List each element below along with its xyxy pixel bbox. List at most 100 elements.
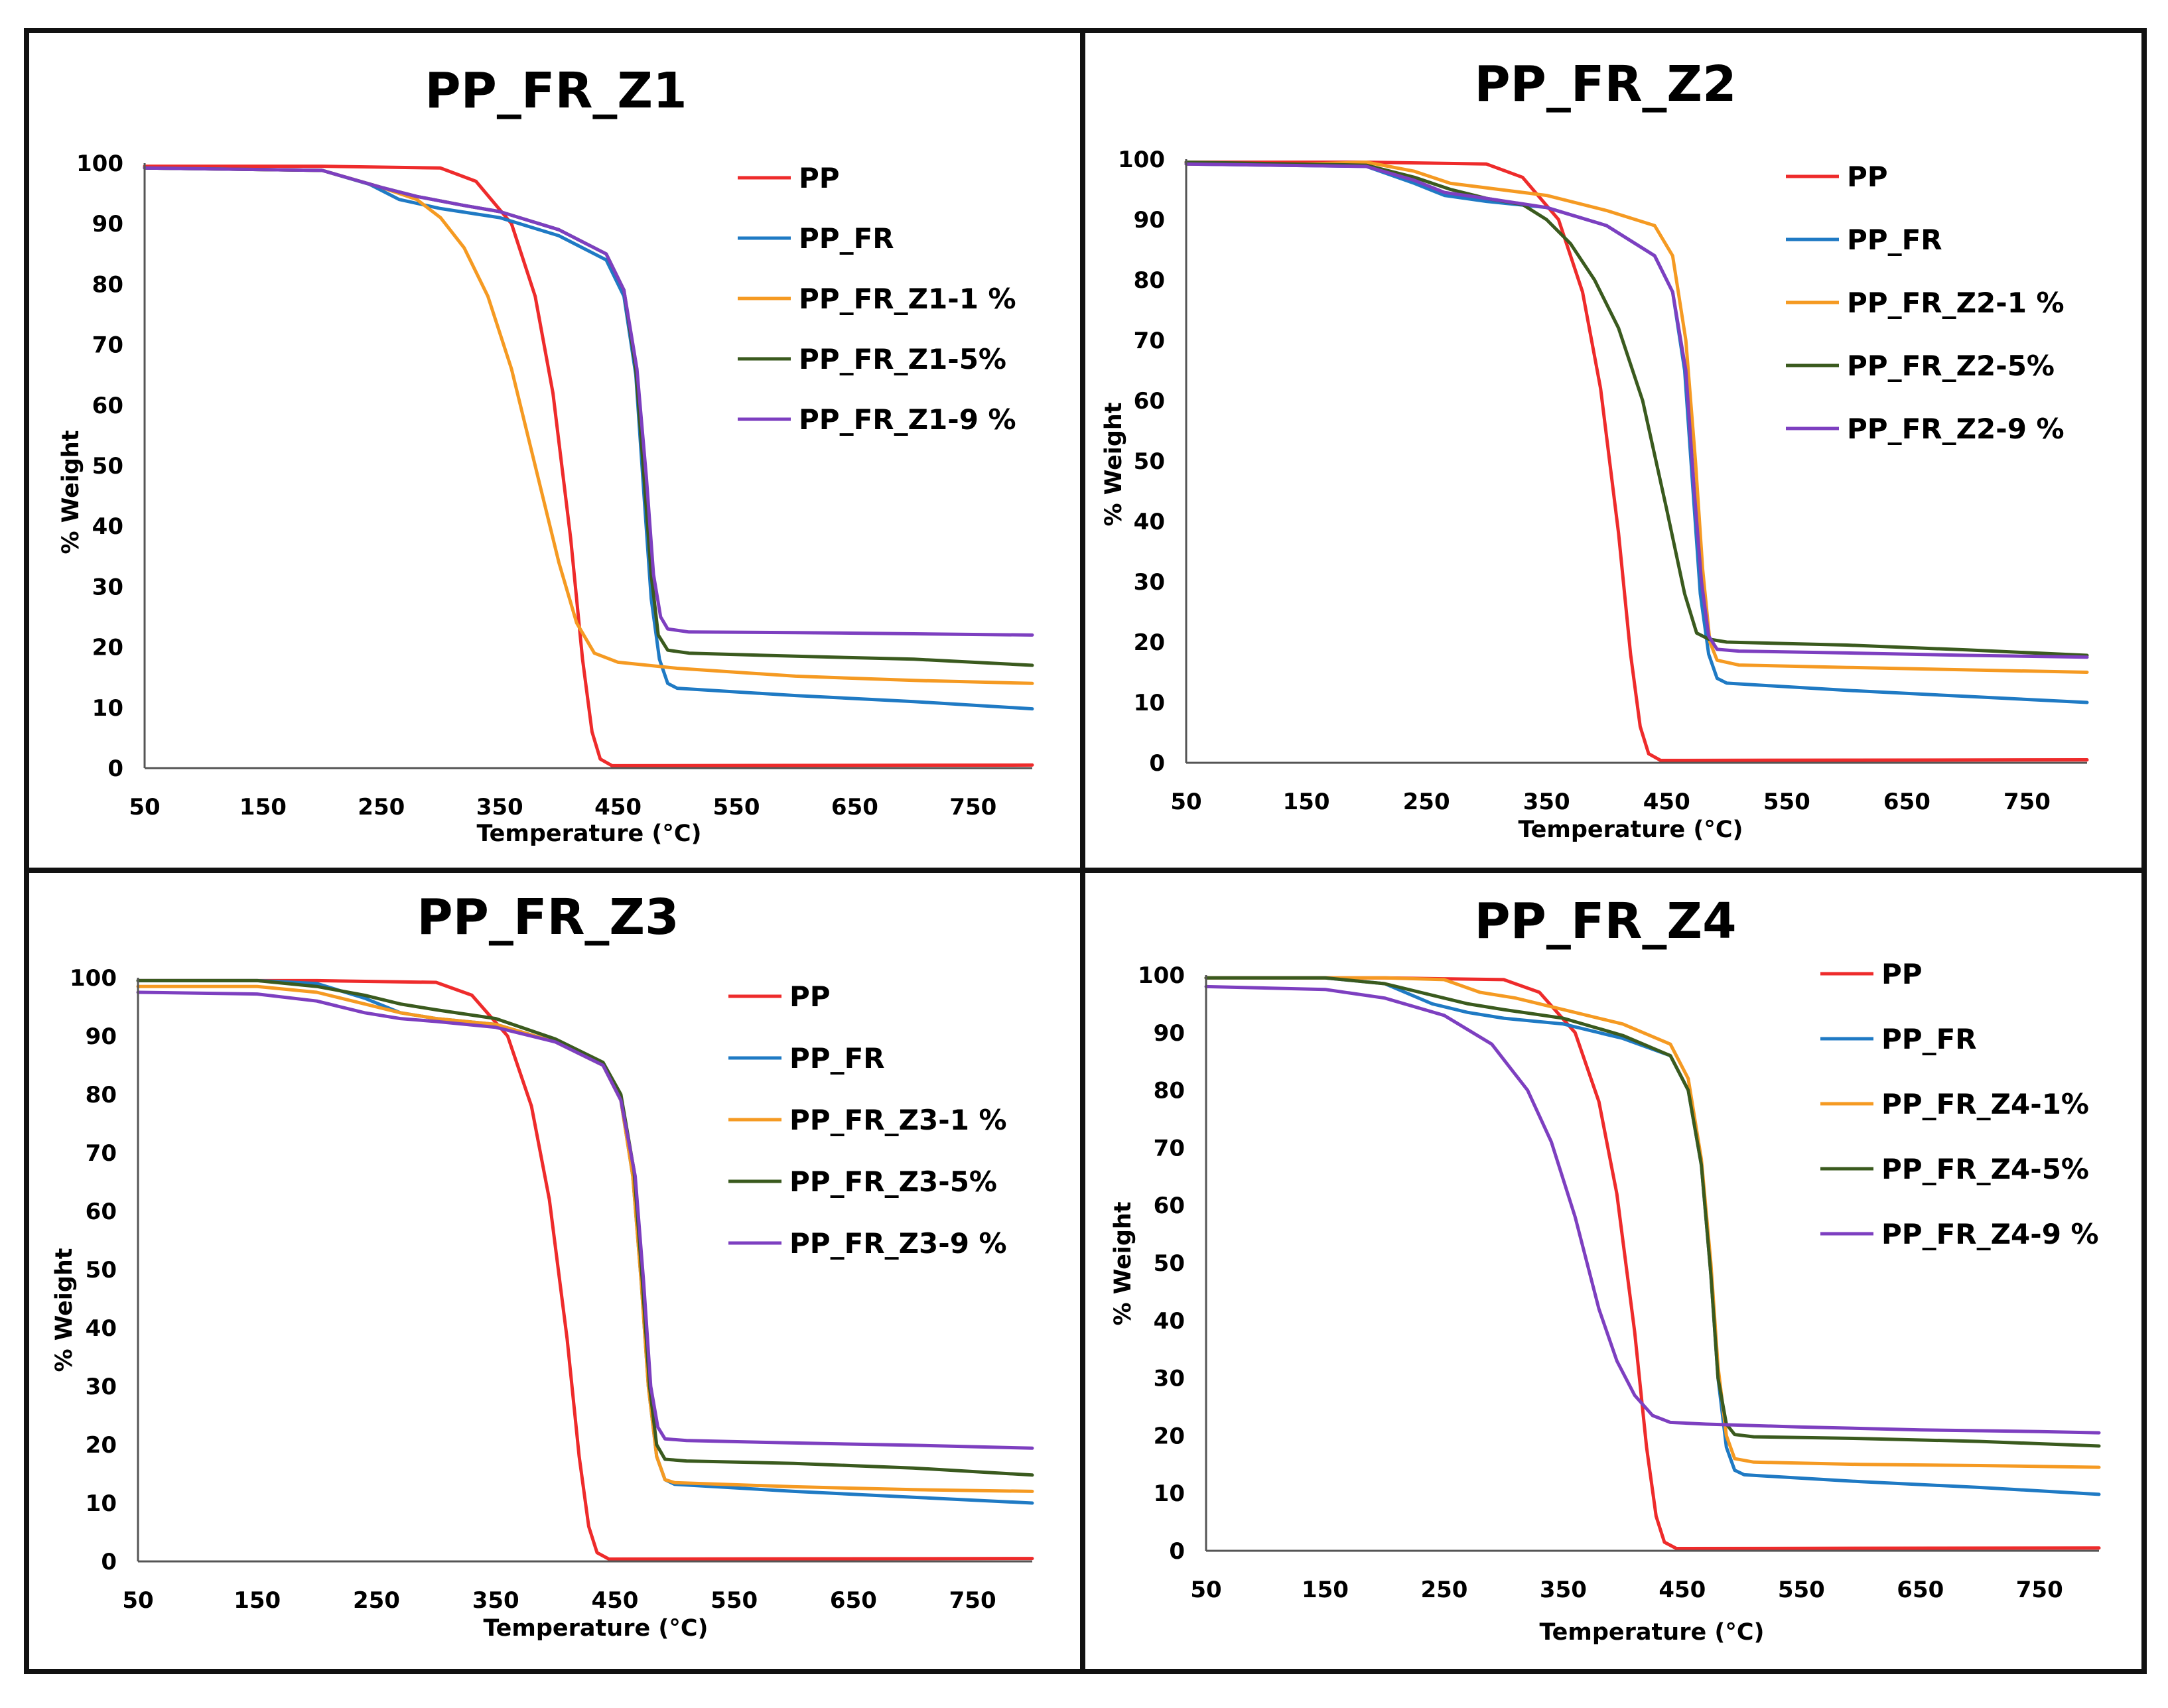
- y-axis-label: % Weight: [1110, 1201, 1136, 1325]
- y-axis-label: % Weight: [58, 430, 84, 554]
- x-tick-label: 50: [122, 1587, 153, 1614]
- legend-label: PP: [1881, 958, 1923, 990]
- series-line: [1184, 161, 2089, 657]
- series-lines: [136, 978, 1034, 1561]
- x-tick-label: 650: [1897, 1577, 1944, 1603]
- series-line: [1204, 976, 2101, 1469]
- x-tick-label: 750: [949, 794, 996, 821]
- x-tick-label: 550: [1763, 789, 1810, 815]
- y-tick-label: 20: [86, 1432, 117, 1459]
- x-axis-label: Temperature (°C): [1518, 817, 1743, 843]
- legend-label: PP_FR_Z4-9 %: [1881, 1218, 2099, 1250]
- y-tick-label: 50: [86, 1257, 117, 1283]
- y-tick-label: 70: [92, 332, 123, 359]
- y-tick-label: 40: [1134, 509, 1165, 535]
- chart-panel-z1: PP_FR_Z1 Temperature (°C) % Weight 50 150…: [58, 62, 1034, 847]
- legend-label: PP_FR: [1847, 224, 1942, 256]
- y-tick-labels: 0 10 20 30 40 50 60 70 80 90 100: [1138, 962, 1185, 1565]
- y-tick-label: 80: [92, 271, 123, 298]
- y-tick-label: 30: [92, 574, 123, 600]
- series-lines: [143, 164, 1034, 767]
- series-line: [136, 978, 1034, 1561]
- y-tick-label: 40: [1154, 1308, 1185, 1335]
- series-line: [1184, 161, 2089, 762]
- y-tick-label: 90: [1154, 1020, 1185, 1047]
- chart-panel-z4: PP_FR_Z4 Temperature (°C) % Weight 50 150…: [1110, 893, 2101, 1646]
- legend-label: PP_FR_Z2-1 %: [1847, 287, 2065, 319]
- chart-panel-z3: PP_FR_Z3 Temperature (°C) % Weight 50 150…: [51, 889, 1034, 1642]
- y-axis-label: % Weight: [1101, 402, 1127, 526]
- y-tick-labels: 0 10 20 30 40 50 60 70 80 90 100: [70, 965, 117, 1575]
- x-tick-label: 550: [1778, 1577, 1825, 1603]
- x-tick-label: 550: [711, 1587, 758, 1614]
- series-line: [136, 990, 1034, 1450]
- legend-label: PP_FR_Z4-1%: [1881, 1088, 2089, 1120]
- x-tick-labels: 50 150 250 350 450 550 650 750: [1190, 1577, 2063, 1603]
- y-tick-label: 70: [1154, 1135, 1185, 1161]
- legend: PP PP_FR PP_FR_Z4-1% PP_FR_Z4-5% PP_FR_Z4-9 …: [1820, 958, 2099, 1250]
- x-axis-label: Temperature (°C): [476, 821, 701, 847]
- series-line: [1204, 976, 2101, 1448]
- series-line: [143, 164, 1034, 767]
- chart-title: PP_FR_Z4: [1474, 893, 1736, 950]
- series-line: [136, 978, 1034, 1477]
- legend-label: PP: [789, 980, 831, 1013]
- legend-label: PP_FR_Z3-5%: [789, 1165, 997, 1198]
- legend-label: PP_FR_Z2-9 %: [1847, 413, 2065, 445]
- x-tick-labels: 50 150 250 350 450 550 650 750: [129, 794, 996, 821]
- legend-label: PP: [1847, 161, 1888, 193]
- y-tick-label: 90: [1134, 207, 1165, 233]
- y-axis-label: % Weight: [51, 1248, 78, 1372]
- x-tick-label: 250: [1403, 789, 1450, 815]
- y-tick-label: 60: [1154, 1193, 1185, 1219]
- y-tick-label: 100: [76, 151, 123, 177]
- y-tick-labels: 0 10 20 30 40 50 60 70 80 90 100: [1118, 147, 1165, 777]
- y-tick-label: 10: [92, 695, 123, 722]
- series-lines: [1204, 976, 2101, 1550]
- y-tick-label: 50: [1154, 1250, 1185, 1277]
- y-tick-label: 60: [92, 393, 123, 419]
- y-tick-label: 20: [1154, 1423, 1185, 1449]
- chart-title: PP_FR_Z1: [425, 62, 687, 119]
- x-tick-label: 450: [594, 794, 642, 821]
- legend-label: PP_FR_Z1-1 %: [799, 283, 1016, 315]
- y-tick-label: 0: [101, 1549, 117, 1575]
- x-tick-label: 350: [1523, 789, 1570, 815]
- legend-label: PP: [799, 162, 840, 194]
- y-tick-label: 20: [1134, 629, 1165, 656]
- y-tick-label: 50: [92, 453, 123, 480]
- y-tick-label: 60: [86, 1199, 117, 1225]
- x-tick-labels: 50 150 250 350 450 550 650 750: [122, 1587, 996, 1614]
- legend-label: PP_FR_Z1-5%: [799, 343, 1006, 375]
- legend-label: PP_FR_Z3-9 %: [789, 1227, 1007, 1260]
- x-tick-label: 250: [358, 794, 405, 821]
- y-tick-label: 90: [86, 1023, 117, 1050]
- x-tick-label: 350: [1540, 1577, 1587, 1603]
- y-tick-label: 30: [1154, 1366, 1185, 1392]
- chart-panel-z2: PP_FR_Z2 Temperature (°C) % Weight 50 150…: [1101, 56, 2089, 843]
- y-tick-label: 80: [1154, 1078, 1185, 1104]
- chart-title: PP_FR_Z3: [417, 889, 679, 946]
- x-tick-label: 250: [353, 1587, 400, 1614]
- series-line: [143, 166, 1034, 637]
- legend-label: PP_FR: [1881, 1023, 1977, 1055]
- x-axis-label: Temperature (°C): [483, 1615, 708, 1642]
- y-tick-label: 100: [1118, 147, 1165, 173]
- x-tick-label: 650: [1883, 789, 1931, 815]
- legend: PP PP_FR PP_FR_Z3-1 % PP_FR_Z3-5% PP_FR_Z3-9…: [728, 980, 1007, 1260]
- legend-label: PP_FR_Z4-5%: [1881, 1153, 2089, 1185]
- x-axis-label: Temperature (°C): [1539, 1619, 1764, 1646]
- x-tick-label: 650: [831, 794, 878, 821]
- x-tick-label: 150: [1283, 789, 1330, 815]
- x-tick-label: 750: [949, 1587, 996, 1614]
- y-tick-label: 60: [1134, 388, 1165, 415]
- y-tick-label: 80: [86, 1082, 117, 1108]
- y-tick-label: 30: [1134, 569, 1165, 596]
- legend-label: PP_FR: [789, 1042, 885, 1075]
- y-tick-label: 80: [1134, 267, 1165, 294]
- x-tick-label: 750: [2016, 1577, 2063, 1603]
- y-tick-label: 100: [70, 965, 117, 992]
- y-tick-label: 10: [1134, 690, 1165, 716]
- x-tick-label: 50: [1190, 1577, 1221, 1603]
